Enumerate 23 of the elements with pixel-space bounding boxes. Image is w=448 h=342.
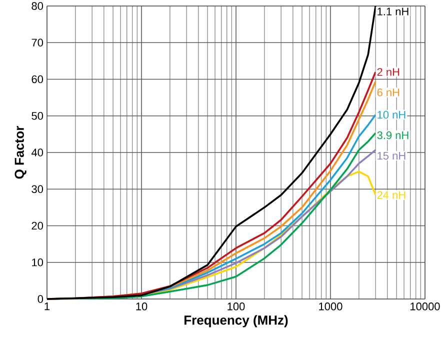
series-label: 15 nH xyxy=(378,152,406,160)
x-tick-label: 100 xyxy=(228,302,245,310)
series-label: 1.1 nH xyxy=(378,8,408,16)
x-tick-label: 1 xyxy=(44,302,50,310)
x-axis-title: Frequency (MHz) xyxy=(184,315,288,328)
y-tick-label: 60 xyxy=(32,75,44,84)
y-tick-label: 30 xyxy=(32,185,44,194)
y-tick-label: 40 xyxy=(31,148,44,156)
y-tick-label: 80 xyxy=(32,2,44,10)
x-tick-label: 1000 xyxy=(319,302,342,310)
y-tick-label: 10 xyxy=(32,258,44,266)
x-tick-label: 10000 xyxy=(410,302,440,310)
series-label: 6 nH xyxy=(377,88,400,96)
y-tick-label: 70 xyxy=(32,38,44,47)
y-tick-label: 50 xyxy=(32,112,44,120)
series-label: 24 nH xyxy=(377,191,406,199)
series-label: 2 nH xyxy=(377,68,400,76)
y-tick-label: 0 xyxy=(38,295,44,303)
x-tick-label: 10 xyxy=(136,302,148,310)
y-tick-label: 20 xyxy=(32,222,44,230)
series-label: 10 nH xyxy=(378,110,406,119)
y-axis-title: Q Factor xyxy=(14,126,26,179)
series-label: 3.9 nH xyxy=(377,131,408,140)
